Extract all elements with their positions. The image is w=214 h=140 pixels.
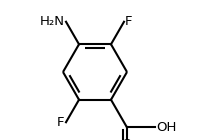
- Text: F: F: [125, 15, 132, 28]
- Text: O: O: [122, 138, 132, 140]
- Text: F: F: [56, 116, 64, 129]
- Text: H₂N: H₂N: [40, 15, 65, 28]
- Text: OH: OH: [156, 121, 176, 134]
